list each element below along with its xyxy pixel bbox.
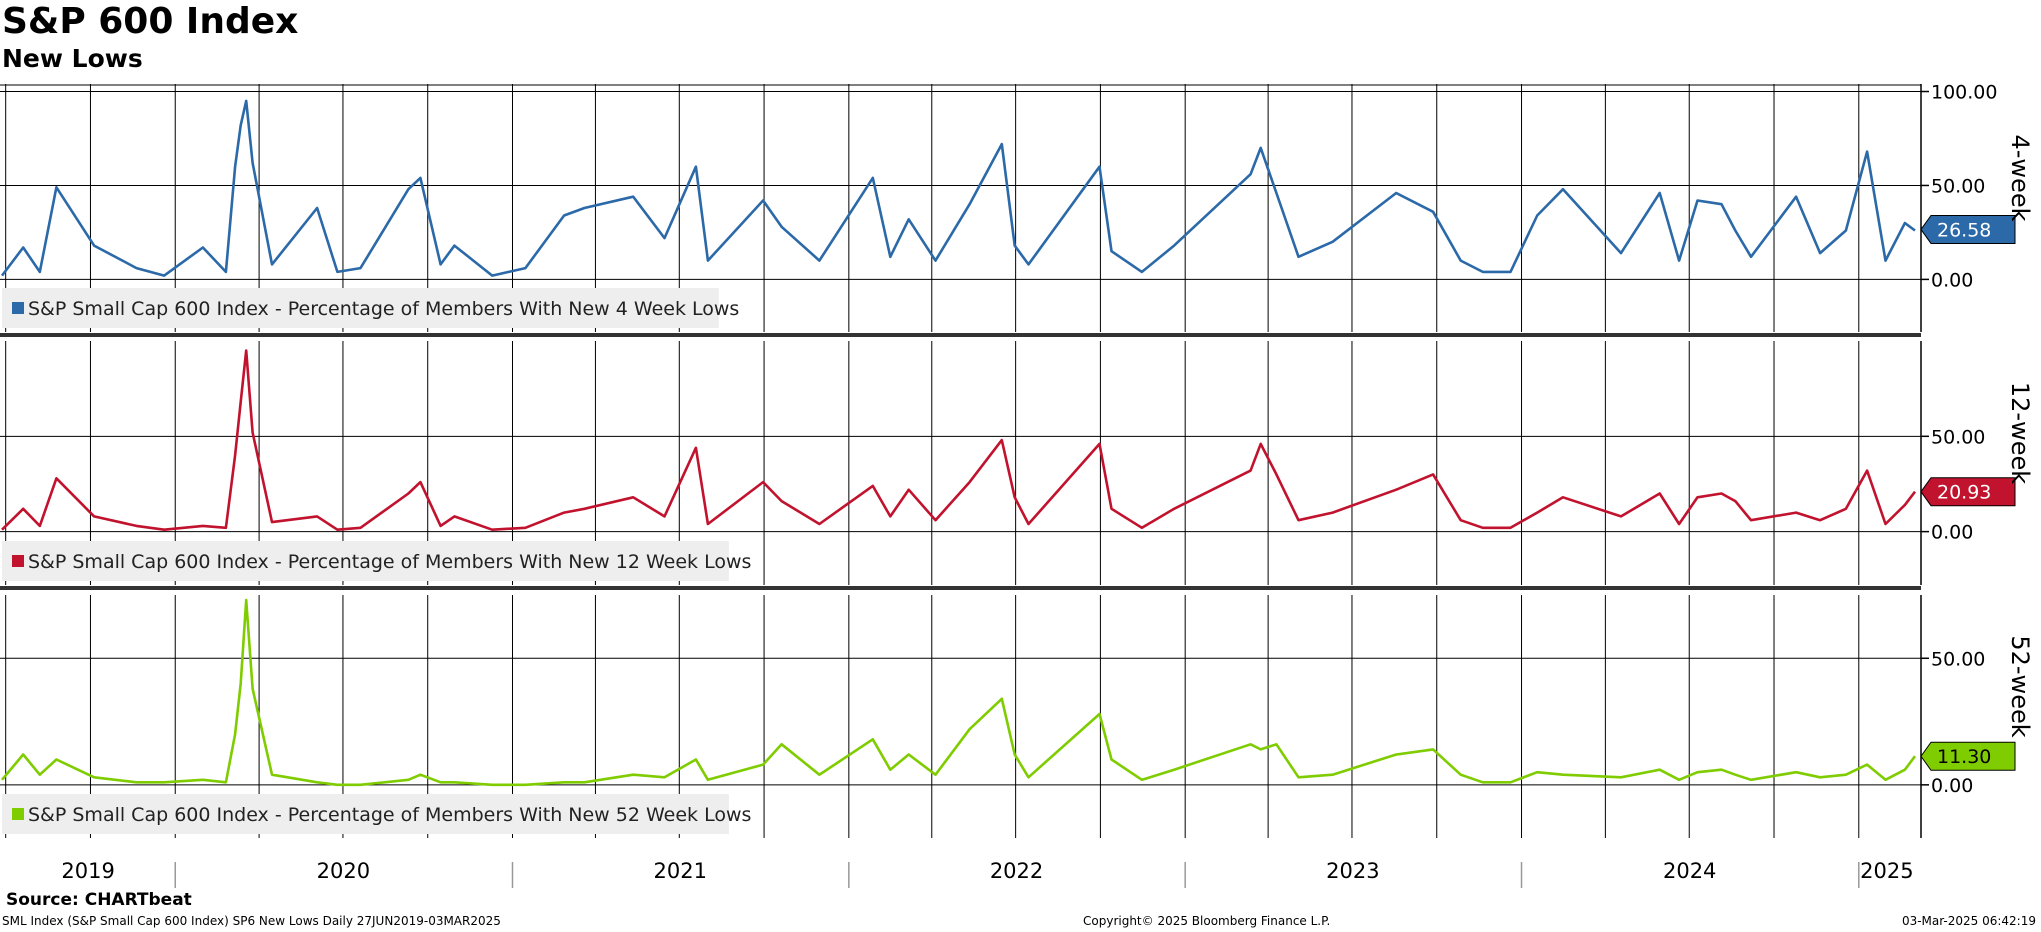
- chart-subtitle: New Lows: [2, 44, 143, 73]
- y-tick-label: 50.00: [1931, 426, 1985, 448]
- x-tick-label: 2024: [1663, 859, 1716, 883]
- y-tick-label: 100.00: [1931, 82, 1997, 104]
- panel-4-week: 0.00 50.00 100.00 S&P Small Cap 600 Index -…: [0, 82, 2034, 332]
- legend-box: [2, 288, 719, 328]
- x-tick-label: 2025: [1860, 859, 1913, 883]
- legend-box: [2, 794, 729, 834]
- legend-swatch: [12, 302, 24, 314]
- last-value-tag: [1920, 741, 2016, 771]
- legend-label: S&P Small Cap 600 Index - Percentage of …: [28, 551, 751, 573]
- x-tick-label: 2020: [317, 859, 370, 883]
- last-value-label: 11.30: [1937, 746, 1991, 768]
- y-tick-label: 0.00: [1931, 522, 1973, 544]
- legend-box: [2, 541, 729, 581]
- y-tick-label: 50.00: [1931, 648, 1985, 670]
- series-line: [0, 99, 1916, 277]
- legend-label: S&P Small Cap 600 Index - Percentage of …: [28, 804, 751, 826]
- panel-label: 52-week: [2006, 635, 2034, 737]
- last-value-tag: [1920, 214, 2016, 244]
- panel-12-week: 0.00 50.00 S&P Small Cap 600 Index - Perce…: [0, 341, 2034, 585]
- x-tick-label: 2021: [653, 859, 706, 883]
- y-tick-label: 0.00: [1931, 269, 1973, 291]
- x-tick-label: 2019: [61, 859, 114, 883]
- y-tick-label: 0.00: [1931, 775, 1973, 797]
- legend-swatch: [12, 808, 24, 820]
- source-note: Source: CHARTbeat: [6, 890, 192, 910]
- y-tick-label: 50.00: [1931, 175, 1985, 197]
- panel-label: 12-week: [2006, 382, 2034, 484]
- last-value-label: 26.58: [1937, 219, 1991, 241]
- footer-copyright: Copyright© 2025 Bloomberg Finance L.P.: [1083, 914, 1331, 928]
- chart-title: S&P 600 Index: [2, 1, 299, 42]
- legend-swatch: [12, 555, 24, 567]
- series-line: [1, 349, 1917, 532]
- panel-label: 4-week: [2006, 135, 2034, 222]
- footer-timestamp: 03-Mar-2025 06:42:19: [1901, 914, 2036, 928]
- last-value-tag: [1920, 477, 2016, 507]
- series-line: [1, 598, 1917, 787]
- last-value-label: 20.93: [1937, 482, 1991, 504]
- footer-description: SML Index (S&P Small Cap 600 Index) SP6 …: [2, 914, 501, 928]
- legend-label: S&P Small Cap 600 Index - Percentage of …: [28, 298, 739, 320]
- panel-52-week: 0.00 50.00 S&P Small Cap 600 Index - Perce…: [0, 595, 2034, 838]
- x-tick-label: 2022: [990, 859, 1043, 883]
- x-tick-label: 2023: [1326, 859, 1379, 883]
